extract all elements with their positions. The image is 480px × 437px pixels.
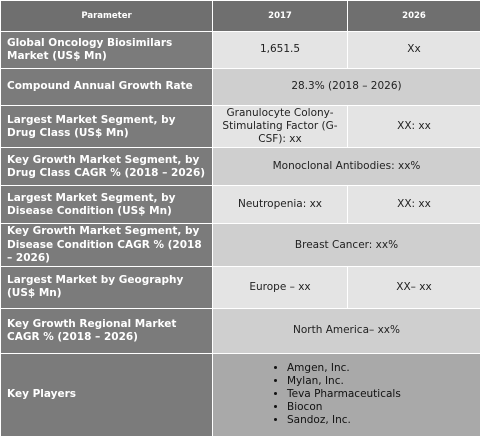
header-cell: Parameter: [1, 1, 213, 32]
table-row: Key Growth Market Segment, by Drug Class…: [1, 148, 480, 186]
value-cell: 1,651.5: [213, 32, 348, 69]
player-item: Teva Pharmaceuticals: [287, 388, 474, 401]
row-label: Largest Market Segment, by Disease Condi…: [1, 186, 213, 224]
table-row: Largest Market by Geography (US$ Mn)Euro…: [1, 266, 480, 308]
row-label: Key Players: [1, 353, 213, 436]
players-cell: Amgen, Inc.Mylan, Inc.Teva Pharmaceutica…: [213, 353, 480, 436]
header-cell: 2017: [213, 1, 348, 32]
player-item: Biocon: [287, 401, 474, 414]
table-row: Largest Market Segment, by Disease Condi…: [1, 186, 480, 224]
value-cell: Granulocyte Colony-Stimulating Factor (G…: [213, 106, 348, 148]
value-cell: XX: xx: [348, 106, 480, 148]
table-row: Global Oncology Biosimilars Market (US$ …: [1, 32, 480, 69]
row-label: Global Oncology Biosimilars Market (US$ …: [1, 32, 213, 69]
table-row: Key Players Amgen, Inc.Mylan, Inc.Teva Ph…: [1, 353, 480, 436]
row-label: Largest Market Segment, by Drug Class (U…: [1, 106, 213, 148]
players-list: Amgen, Inc.Mylan, Inc.Teva Pharmaceutica…: [273, 362, 474, 427]
value-cell: Europe – xx: [213, 266, 348, 308]
row-label: Key Growth Market Segment, by Disease Co…: [1, 224, 213, 266]
table-body: Global Oncology Biosimilars Market (US$ …: [1, 32, 480, 437]
value-cell: North America– xx%: [213, 308, 480, 353]
value-cell: Breast Cancer: xx%: [213, 224, 480, 266]
row-label: Largest Market by Geography (US$ Mn): [1, 266, 213, 308]
value-cell: Neutropenia: xx: [213, 186, 348, 224]
player-item: Mylan, Inc.: [287, 375, 474, 388]
row-label: Key Growth Market Segment, by Drug Class…: [1, 148, 213, 186]
table-row: Largest Market Segment, by Drug Class (U…: [1, 106, 480, 148]
table-row: Key Growth Market Segment, by Disease Co…: [1, 224, 480, 266]
value-cell: Xx: [348, 32, 480, 69]
page: Parameter 2017 2026 Global Oncology Bios…: [0, 0, 480, 426]
value-cell: XX: xx: [348, 186, 480, 224]
value-cell: 28.3% (2018 – 2026): [213, 69, 480, 106]
value-cell: XX– xx: [348, 266, 480, 308]
header-row: Parameter 2017 2026: [1, 1, 480, 32]
player-item: Sandoz, Inc.: [287, 414, 474, 427]
value-cell: Monoclonal Antibodies: xx%: [213, 148, 480, 186]
header-cell: 2026: [348, 1, 480, 32]
table-row: Key Growth Regional Market CAGR % (2018 …: [1, 308, 480, 353]
row-label: Compound Annual Growth Rate: [1, 69, 213, 106]
row-label: Key Growth Regional Market CAGR % (2018 …: [1, 308, 213, 353]
player-item: Amgen, Inc.: [287, 362, 474, 375]
